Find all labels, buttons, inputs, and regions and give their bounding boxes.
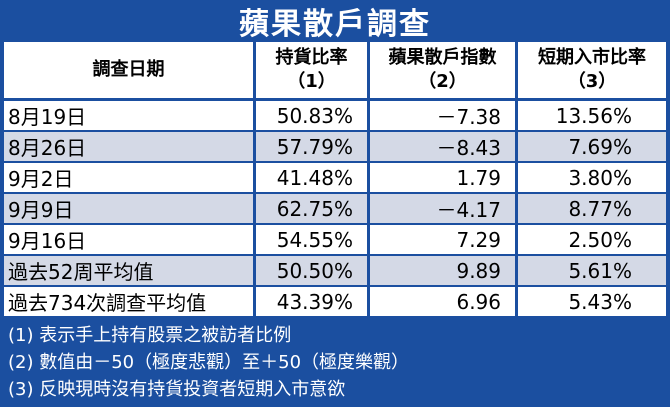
survey-table: 調查日期 持貨比率 （1） 蘋果散戶指數 （2） 短期入市比率 （3） 8月19… xyxy=(4,42,666,316)
cell-holding: 50.50% xyxy=(256,254,370,285)
cell-short: 8.77% xyxy=(518,192,666,223)
cell-short: 3.80% xyxy=(518,161,666,192)
header-short-note-ref: （3） xyxy=(567,71,617,92)
cell-index: 7.29 xyxy=(370,223,518,254)
header-short-term-ratio: 短期入市比率 （3） xyxy=(518,42,666,98)
table-row: 9月2日 41.48% 1.79 3.80% xyxy=(4,161,666,192)
cell-date: 過去734次調查平均值 xyxy=(4,285,256,316)
table-row: 過去734次調查平均值 43.39% 6.96 5.43% xyxy=(4,285,666,316)
header-date: 調查日期 xyxy=(4,42,256,98)
table-row: 過去52周平均值 50.50% 9.89 5.61% xyxy=(4,254,666,285)
table-row: 9月16日 54.55% 7.29 2.50% xyxy=(4,223,666,254)
cell-holding: 43.39% xyxy=(256,285,370,316)
cell-date: 8月19日 xyxy=(4,98,256,130)
cell-index: －7.38 xyxy=(370,98,518,130)
header-holding-note-ref: （1） xyxy=(287,71,336,92)
header-index-note-ref: （2） xyxy=(418,71,467,92)
cell-index: 6.96 xyxy=(370,285,518,316)
cell-short: 13.56% xyxy=(518,98,666,130)
cell-short: 5.61% xyxy=(518,254,666,285)
header-date-label: 調查日期 xyxy=(92,59,165,80)
table-row: 9月9日 62.75% －4.17 8.77% xyxy=(4,192,666,223)
header-row: 調查日期 持貨比率 （1） 蘋果散戶指數 （2） 短期入市比率 （3） xyxy=(4,42,666,98)
header-index-label: 蘋果散戶指數 xyxy=(388,47,497,68)
cell-holding: 54.55% xyxy=(256,223,370,254)
footnote-3: (3) 反映現時沒有持貨投資者短期入市意欲 xyxy=(8,379,346,400)
table-title: 蘋果散戶調查 xyxy=(239,7,431,42)
cell-date: 9月2日 xyxy=(4,161,256,192)
cell-index: －4.17 xyxy=(370,192,518,223)
header-short-label: 短期入市比率 xyxy=(538,47,646,68)
cell-index: 9.89 xyxy=(370,254,518,285)
footnote-2: (2) 數值由－50（極度悲觀）至＋50（極度樂觀） xyxy=(8,352,410,373)
cell-holding: 50.83% xyxy=(256,98,370,130)
cell-holding: 62.75% xyxy=(256,192,370,223)
footnotes: (1) 表示手上持有股票之被訪者比例 (2) 數值由－50（極度悲觀）至＋50（… xyxy=(8,322,664,403)
table-row: 8月19日 50.83% －7.38 13.56% xyxy=(4,98,666,130)
cell-index: 1.79 xyxy=(370,161,518,192)
cell-short: 2.50% xyxy=(518,223,666,254)
header-holding-label: 持貨比率 xyxy=(275,47,348,68)
header-holding-ratio: 持貨比率 （1） xyxy=(256,42,370,98)
cell-short: 7.69% xyxy=(518,130,666,161)
cell-holding: 41.48% xyxy=(256,161,370,192)
footnote-1: (1) 表示手上持有股票之被訪者比例 xyxy=(8,325,292,346)
table-row: 8月26日 57.79% －8.43 7.69% xyxy=(4,130,666,161)
cell-date: 8月26日 xyxy=(4,130,256,161)
cell-short: 5.43% xyxy=(518,285,666,316)
header-retail-index: 蘋果散戶指數 （2） xyxy=(370,42,518,98)
cell-holding: 57.79% xyxy=(256,130,370,161)
cell-date: 9月16日 xyxy=(4,223,256,254)
cell-date: 過去52周平均值 xyxy=(4,254,256,285)
cell-date: 9月9日 xyxy=(4,192,256,223)
cell-index: －8.43 xyxy=(370,130,518,161)
